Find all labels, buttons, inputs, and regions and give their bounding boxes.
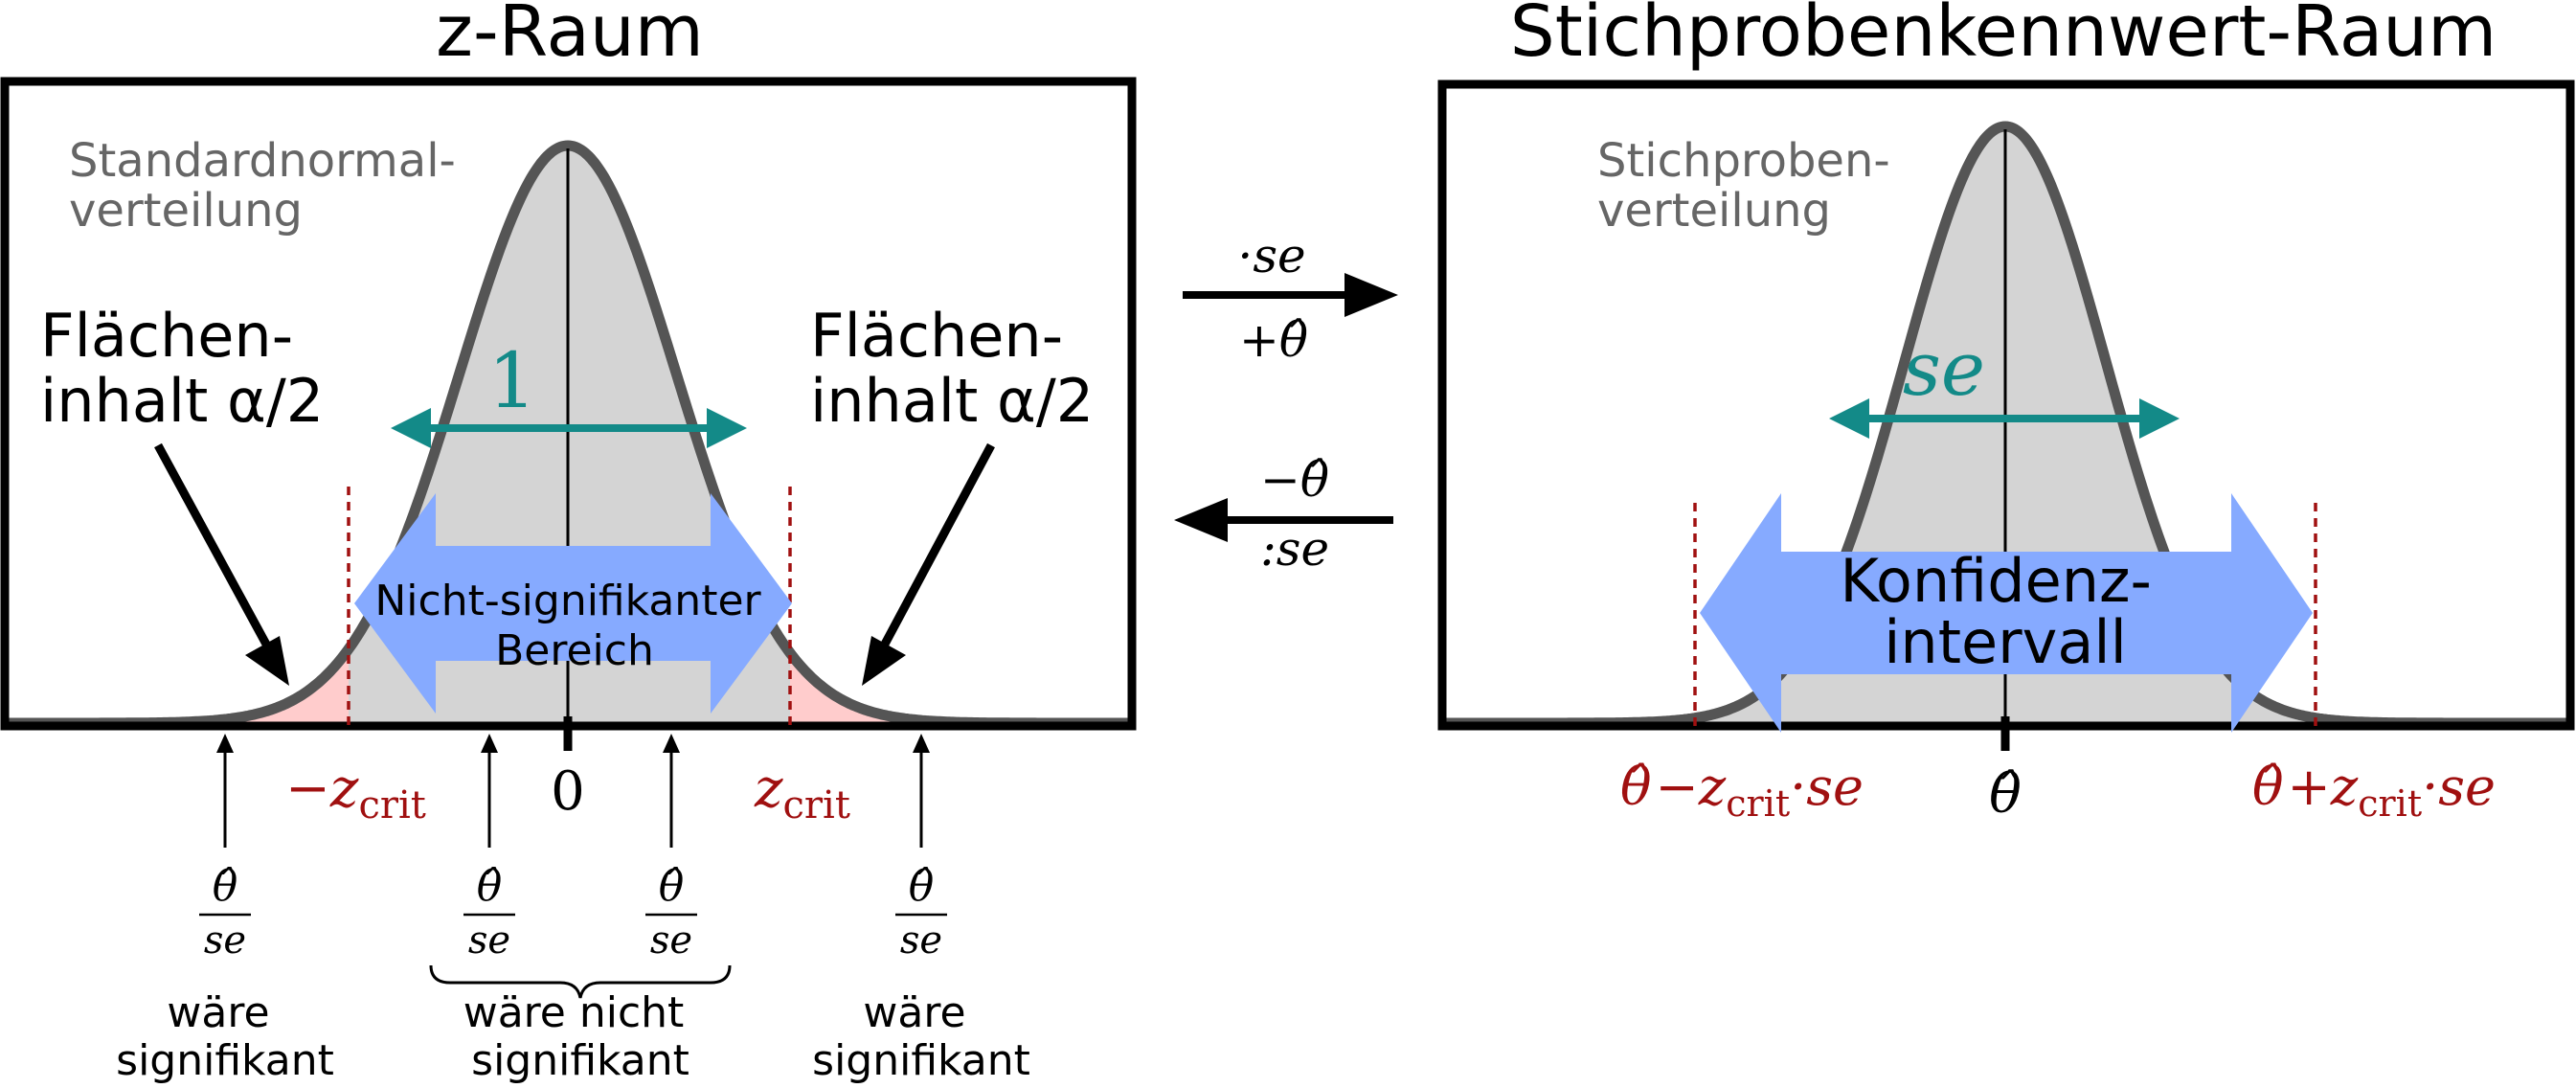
svg-text:Konfidenz- intervall: Konfidenz- intervall — [1840, 546, 2170, 677]
svg-text:θ̂: θ̂ — [213, 862, 238, 911]
svg-text:θ̂: θ̂ — [659, 862, 685, 911]
tick-theta-hat: θ̂ — [1989, 763, 2022, 826]
tick-ci-lower: θ̂−zcrit·se — [1620, 757, 1864, 825]
svg-text:se: se — [900, 918, 942, 963]
left-area-label-a2: inhalt α/2 — [40, 366, 324, 436]
caption-mid-line1: wäre nicht — [463, 988, 685, 1037]
svg-text:Standardnormal- verteilu: Standardnormal- verteilung — [69, 134, 470, 238]
right-region-label-line2: intervall — [1884, 607, 2127, 677]
nonsignificant-brace — [429, 964, 732, 999]
caption-right-line1: wäre — [863, 988, 965, 1037]
svg-text:se: se — [650, 918, 692, 963]
transform-arrows: ·se +θ̂ −θ̂ :se — [1174, 228, 1398, 577]
backward-bottom-label: :se — [1260, 521, 1329, 577]
right-area-pointer-head — [862, 636, 906, 686]
forward-bottom-label: +θ̂ — [1239, 312, 1308, 368]
fraction-1: θ̂ se — [199, 862, 251, 963]
tick-plus-zcrit: zcrit — [754, 758, 850, 827]
fraction-2: θ̂ se — [463, 862, 515, 963]
svg-text:Stichproben- verteilung: Stichproben- verteilung — [1597, 134, 1905, 238]
svg-text:Nicht-signifikanter Bere: Nicht-signifikanter Bereich — [374, 577, 774, 675]
left-dist-label-line1: Standardnormal- — [69, 134, 456, 188]
svg-text:θ̂: θ̂ — [909, 862, 935, 911]
tick-minus-zcrit: −zcrit — [285, 758, 426, 827]
left-region-arrow — [354, 493, 792, 714]
fraction-4: θ̂ se — [895, 862, 947, 963]
tick-zero: 0 — [551, 760, 585, 823]
svg-text:se: se — [468, 918, 510, 963]
right-area-label-a1: Flächen- — [810, 301, 1063, 371]
svg-text:Flächen- inhalt α/2: Flächen- inhalt α/2 — [810, 301, 1094, 436]
tick-ci-upper: θ̂+zcrit·se — [2252, 757, 2496, 825]
right-dist-label-line2: verteilung — [1597, 184, 1831, 238]
confidence-interval-arrow — [1700, 493, 2313, 733]
left-region-label-line1: Nicht-signifikanter — [374, 577, 761, 625]
svg-text:wäre signifikant: wäre signifikant — [116, 988, 334, 1085]
right-panel-title: Stichprobenkennwert-Raum — [1510, 0, 2497, 73]
right-area-pointer — [877, 442, 995, 654]
left-tail-area — [5, 648, 349, 723]
right-width-arrow — [1829, 398, 2180, 439]
svg-text:se: se — [204, 918, 246, 963]
left-region-label-line2: Bereich — [495, 626, 654, 675]
caption-right-line2: signifikant — [812, 1036, 1030, 1085]
right-width-label: se — [1903, 327, 1985, 413]
left-panel: z-Raum Standardnormal- verteilung Fläche… — [0, 0, 1137, 1085]
left-dist-label-line2: verteilung — [69, 184, 303, 238]
forward-top-label: ·se — [1237, 228, 1305, 283]
svg-text:θ̂: θ̂ — [477, 862, 503, 911]
svg-text:wäre signifikant: wäre signifikant — [812, 988, 1030, 1085]
caption-mid-line2: signifikant — [471, 1036, 689, 1085]
backward-top-label: −θ̂ — [1260, 452, 1329, 508]
caption-left-line2: signifikant — [116, 1036, 334, 1085]
svg-text:wäre nicht signifikant: wäre nicht signifikant — [463, 988, 698, 1085]
svg-text:Flächen- inhalt α/2: Flächen- inhalt α/2 — [40, 301, 324, 436]
right-panel: Stichprobenkennwert-Raum Stichproben- ve… — [1437, 0, 2575, 826]
left-width-label: 1 — [488, 336, 537, 425]
caption-left-line1: wäre — [167, 988, 269, 1037]
right-region-label-line1: Konfidenz- — [1840, 546, 2152, 616]
left-panel-title: z-Raum — [436, 0, 704, 73]
left-area-pointer-head — [245, 636, 289, 686]
left-area-pointer — [154, 442, 274, 654]
fraction-3: θ̂ se — [645, 862, 697, 963]
left-width-arrow — [391, 408, 747, 448]
left-area-label-a1: Flächen- — [40, 301, 293, 371]
right-area-label-a2: inhalt α/2 — [810, 366, 1094, 436]
right-dist-label-line1: Stichproben- — [1597, 134, 1890, 188]
example-arrows — [223, 745, 923, 848]
right-tail-area — [790, 652, 1132, 723]
